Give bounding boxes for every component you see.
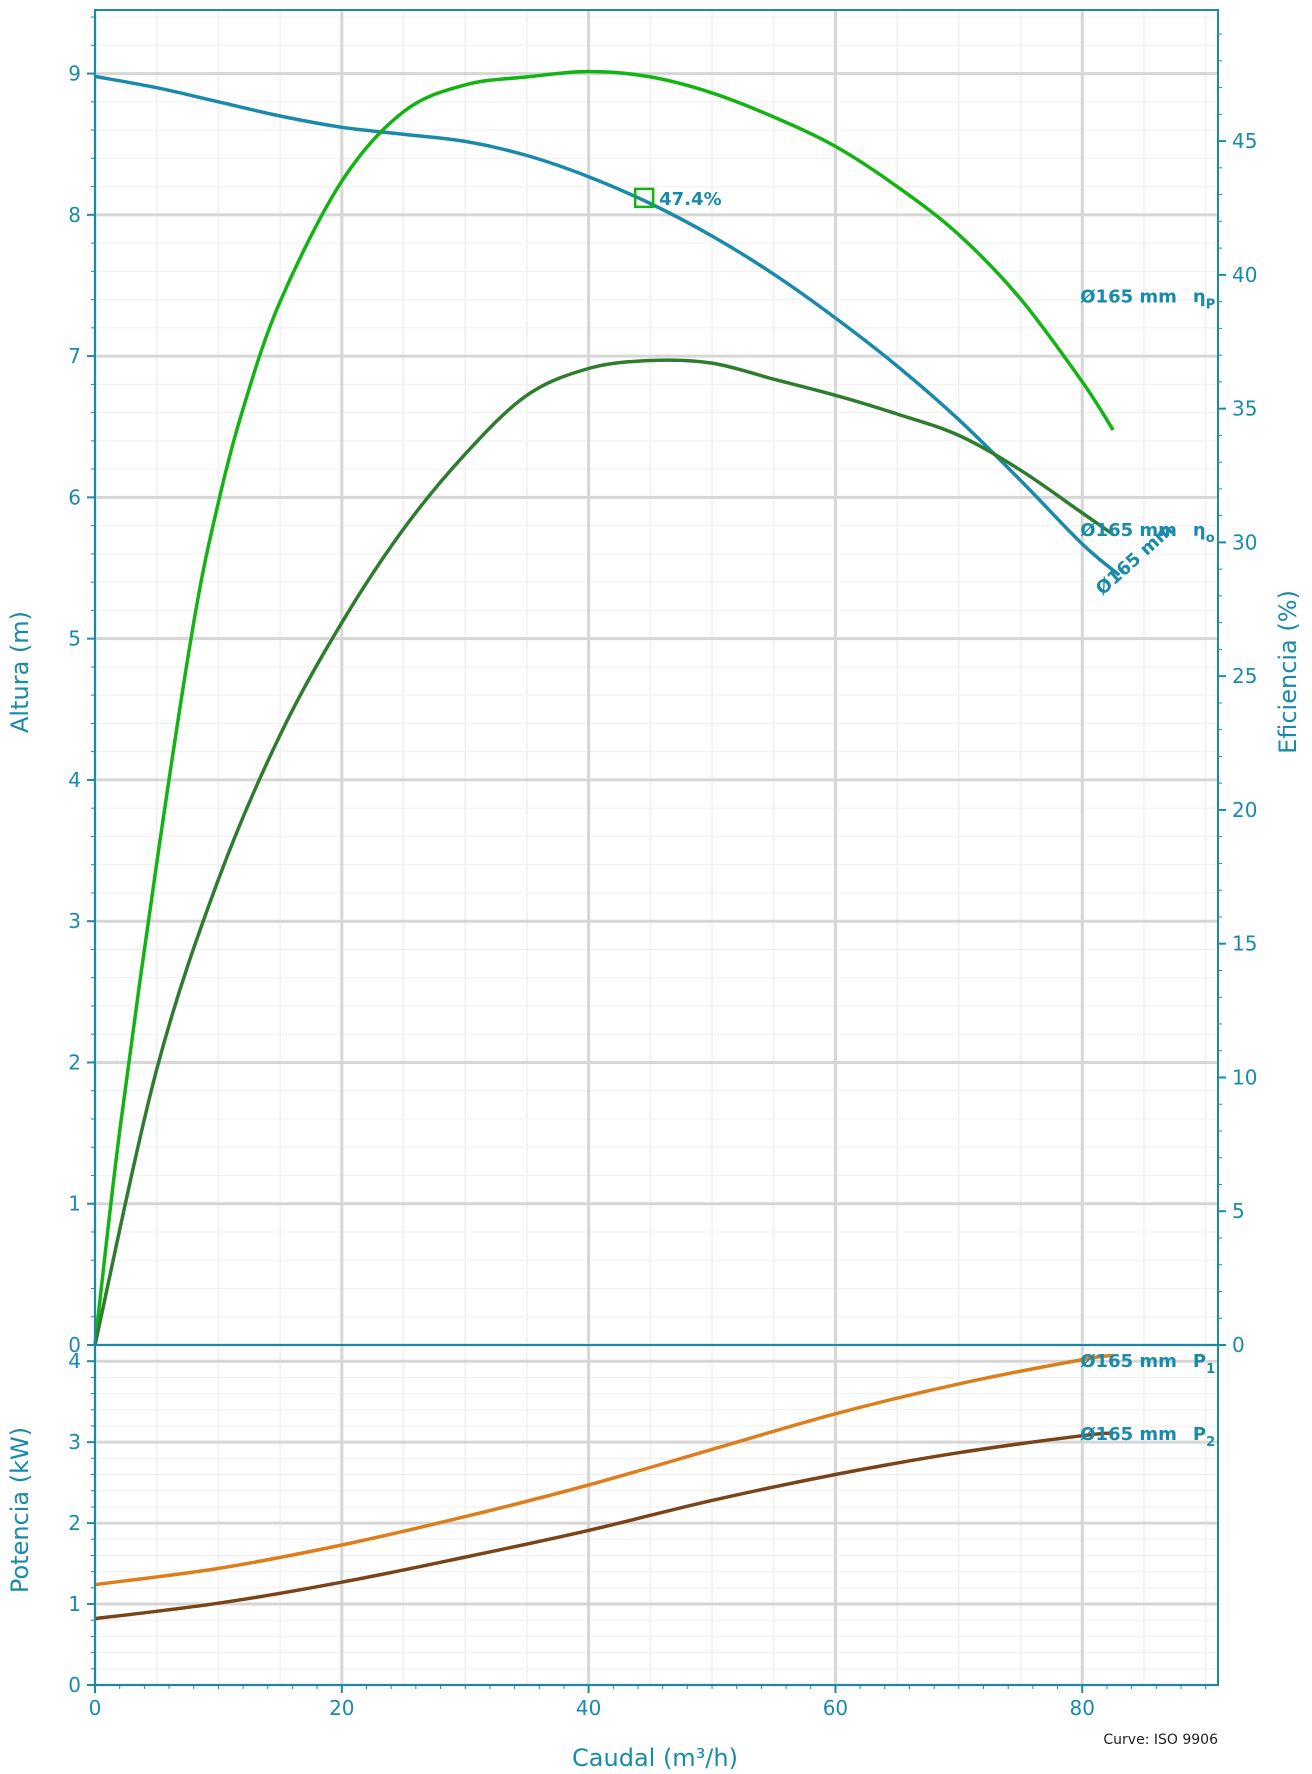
- tick-label-head: 2: [68, 1050, 81, 1074]
- tick-label-power: 1: [68, 1592, 81, 1616]
- tick-label-flow: 80: [1070, 1696, 1095, 1720]
- tick-label-power: 4: [68, 1349, 81, 1373]
- tick-label-flow: 60: [823, 1696, 848, 1720]
- tick-label-efficiency: 40: [1232, 263, 1257, 287]
- tick-label-efficiency: 0: [1232, 1333, 1245, 1357]
- bep-marker: [633, 187, 655, 209]
- tick-label-efficiency: 45: [1232, 129, 1257, 153]
- tick-label-head: 0: [68, 1333, 81, 1357]
- tick-label-head: 9: [68, 62, 81, 86]
- tick-label-efficiency: 10: [1232, 1065, 1257, 1089]
- tick-label-head: 1: [68, 1192, 81, 1216]
- y-axis-title-power: Potencia (kW): [6, 1427, 34, 1593]
- top-plot-border: [94, 9, 1219, 1346]
- tick-label-head: 6: [68, 485, 81, 509]
- efficiency-curve-eta-p: [93, 69, 1115, 1346]
- tick-label-power: 3: [68, 1430, 81, 1454]
- tick-label-power: 0: [68, 1673, 81, 1697]
- tick-label-head: 8: [68, 203, 81, 227]
- tick-label-efficiency: 30: [1232, 530, 1257, 554]
- y-axis-title-head: Altura (m): [6, 611, 34, 733]
- tick-label-efficiency: 15: [1232, 932, 1257, 956]
- efficiency-curve-eta-o: [93, 358, 1115, 1346]
- plot-frame: [94, 9, 1219, 1686]
- y-axis-title-efficiency: Eficiencia (%): [1274, 590, 1302, 754]
- tick-label-efficiency: 20: [1232, 798, 1257, 822]
- head-curve: [94, 74, 1121, 577]
- label-p2: Ø165 mm P2: [1080, 1424, 1215, 1450]
- tick-label-power: 2: [68, 1511, 81, 1535]
- tick-label-flow: 20: [329, 1696, 354, 1720]
- power-curve-p2: [94, 1431, 1114, 1621]
- tick-label-efficiency: 25: [1232, 664, 1257, 688]
- tick-label-head: 4: [68, 768, 81, 792]
- tick-label-efficiency: 35: [1232, 397, 1257, 421]
- footnote: Curve: ISO 9906: [1103, 1732, 1218, 1748]
- x-axis-title: Caudal (m³/h): [572, 1744, 738, 1772]
- power-curve-p1: [94, 1353, 1114, 1587]
- label-eta-p: Ø165 mm ηP: [1080, 286, 1215, 312]
- tick-label-efficiency: 5: [1232, 1199, 1245, 1223]
- tick-label-head: 7: [68, 344, 81, 368]
- tick-label-head: 5: [68, 627, 81, 651]
- label-p1: Ø165 mm P1: [1080, 1351, 1215, 1377]
- curves: [93, 69, 1121, 1621]
- grid: [93, 10, 1218, 1687]
- label-eta-o: Ø165 mm ηo: [1080, 520, 1214, 546]
- bottom-plot-border: [94, 1344, 1219, 1686]
- bep-label: 47.4%: [659, 189, 721, 210]
- tick-label-head: 3: [68, 909, 81, 933]
- tick-label-flow: 40: [576, 1696, 601, 1720]
- tick-label-flow: 0: [89, 1696, 102, 1720]
